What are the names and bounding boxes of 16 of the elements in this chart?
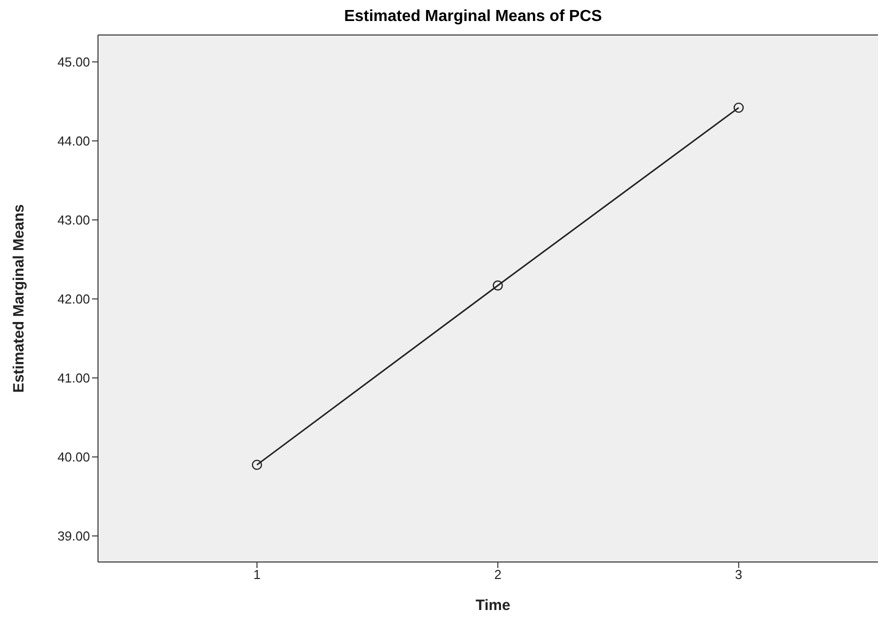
point — [252, 460, 262, 470]
x-tick-label: 3 — [735, 567, 742, 582]
point — [492, 280, 503, 291]
y-tick-label: 42.00 — [57, 292, 90, 307]
x-tick-label: 2 — [494, 567, 502, 582]
y-tick-label: 39.00 — [57, 528, 90, 544]
y-tick-label: 43.00 — [57, 212, 90, 228]
point — [734, 102, 744, 113]
y-tick-label: 44.00 — [57, 133, 90, 148]
y-tick-label: 40.00 — [57, 450, 90, 465]
chart-title: Estimated Marginal Means of PCS — [343, 8, 603, 27]
y-tick-label: 41.00 — [57, 370, 90, 386]
x-axis-title: Time — [476, 597, 510, 614]
y-axis-title: Estimated Marginal Means — [10, 204, 28, 393]
x-tick-label: 1 — [253, 567, 261, 582]
y-tick-label: 45.00 — [57, 54, 90, 70]
